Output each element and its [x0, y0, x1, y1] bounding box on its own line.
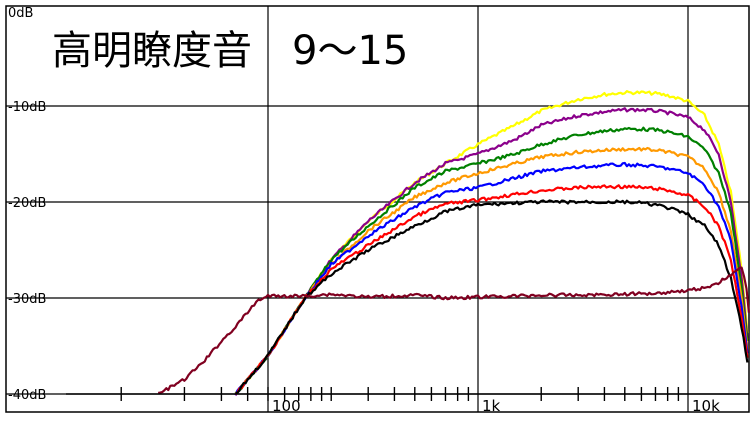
y-tick-label: -10dB: [8, 100, 46, 115]
x-minor-ticks: [66, 387, 749, 401]
y-axis-labels: 0dB -10dB -20dB -30dB -40dB: [8, 6, 46, 403]
x-tick-label: 10k: [692, 397, 720, 415]
y-tick-label: -20dB: [8, 196, 46, 211]
series-line-6: [234, 184, 749, 396]
y-tick-label: -30dB: [8, 292, 46, 307]
series-line-5: [234, 161, 749, 396]
series-line-7: [235, 199, 749, 394]
x-axis-labels: 100 1k 10k: [272, 397, 720, 415]
series-line-8: [157, 266, 750, 395]
x-tick-label: 100: [272, 397, 301, 415]
series-line-3: [234, 126, 749, 395]
y-tick-label: -40dB: [8, 388, 46, 403]
chart-title: 高明瞭度音 9～15: [52, 28, 408, 74]
y-tick-label: 0dB: [8, 6, 33, 21]
series-layer: [157, 89, 750, 396]
plot-frame: [5, 5, 750, 413]
x-tick-label: 1k: [482, 397, 501, 415]
